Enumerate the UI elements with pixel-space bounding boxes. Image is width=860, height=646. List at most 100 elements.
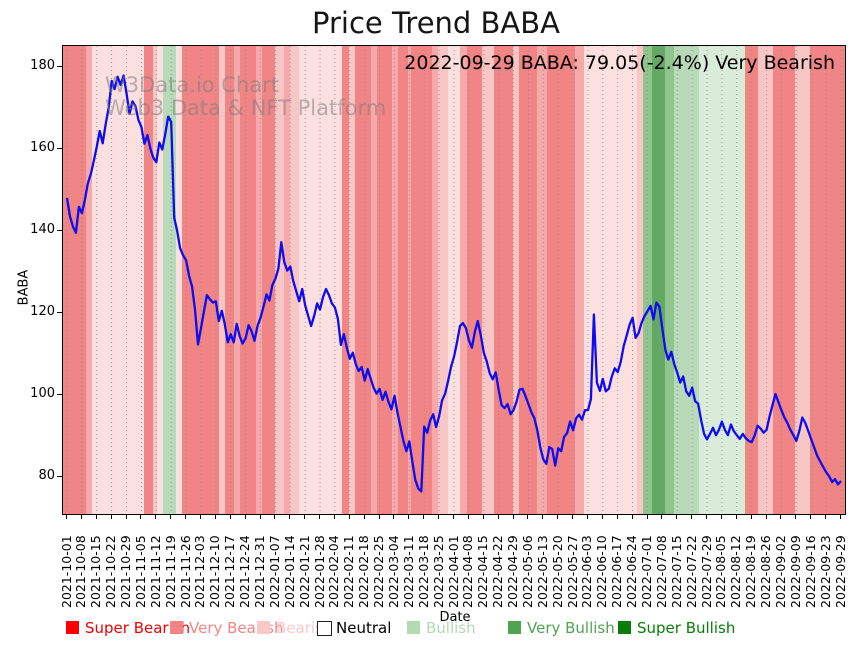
x-tick-label: 2021-12-03 xyxy=(192,535,208,608)
x-tick-mark xyxy=(110,514,112,519)
x-tick-label: 2021-10-22 xyxy=(103,535,119,608)
x-tick-mark xyxy=(378,514,380,519)
x-tick-mark xyxy=(438,514,440,519)
x-tick-label: 2021-12-17 xyxy=(222,535,238,608)
x-tick-label: 2022-07-22 xyxy=(683,535,699,608)
x-tick-label: 2022-04-08 xyxy=(460,535,476,608)
x-tick-label: 2022-03-11 xyxy=(400,535,416,608)
y-tick-label: 160 xyxy=(30,139,55,155)
sentiment-band xyxy=(794,46,811,514)
sentiment-band xyxy=(342,46,350,514)
legend-swatch xyxy=(407,621,420,634)
x-tick-mark xyxy=(676,514,678,519)
x-tick-label: 2022-09-29 xyxy=(832,535,848,608)
x-tick-label: 2022-01-07 xyxy=(266,535,282,608)
sentiment-band xyxy=(240,46,257,514)
x-tick-mark xyxy=(423,514,425,519)
sentiment-band xyxy=(810,46,845,514)
x-tick-mark xyxy=(304,514,306,519)
x-tick-mark xyxy=(720,514,722,519)
x-tick-mark xyxy=(289,514,291,519)
sentiment-band xyxy=(519,46,538,514)
sentiment-band xyxy=(448,46,460,514)
sentiment-legend: Super Bearish Very Bearish Bearish Neutral B… xyxy=(0,618,860,640)
x-tick-mark xyxy=(482,514,484,519)
sentiment-band xyxy=(144,46,154,514)
x-tick-mark xyxy=(66,514,67,519)
x-tick-label: 2022-09-09 xyxy=(787,535,803,608)
x-tick-mark xyxy=(319,514,321,519)
sentiment-band xyxy=(85,46,92,514)
x-tick-mark xyxy=(259,514,261,519)
x-tick-label: 2021-12-31 xyxy=(252,535,267,608)
y-tick-label: 140 xyxy=(30,221,55,237)
x-tick-mark xyxy=(229,514,231,519)
legend-label: Super Bearish xyxy=(85,619,191,637)
x-tick-mark xyxy=(810,514,812,519)
x-tick-label: 2022-03-25 xyxy=(430,535,446,608)
x-tick-label: 2022-02-18 xyxy=(356,535,372,608)
x-tick-label: 2022-04-01 xyxy=(445,535,461,608)
x-tick-mark xyxy=(199,514,201,519)
x-tick-label: 2021-10-08 xyxy=(73,535,89,608)
x-tick-mark xyxy=(646,514,648,519)
sentiment-band xyxy=(438,46,449,514)
y-axis-label: BABA xyxy=(16,269,32,306)
sentiment-band xyxy=(290,46,300,514)
x-tick-mark xyxy=(497,514,499,519)
x-tick-mark xyxy=(735,514,737,519)
x-tick-mark xyxy=(348,514,350,519)
sentiment-band xyxy=(512,46,520,514)
sentiment-band xyxy=(256,46,262,514)
x-tick-label: 2022-07-29 xyxy=(698,535,714,608)
x-tick-label: 2022-07-15 xyxy=(668,535,684,608)
x-tick-label: 2021-10-29 xyxy=(118,535,134,608)
y-tick-label: 120 xyxy=(30,303,55,319)
x-tick-label: 2022-03-04 xyxy=(385,535,401,608)
x-tick-label: 2022-08-19 xyxy=(743,535,759,608)
legend-swatch xyxy=(170,621,183,634)
sentiment-band xyxy=(574,46,585,514)
sentiment-band xyxy=(299,46,343,514)
x-tick-label: 2021-12-10 xyxy=(207,535,223,608)
sentiment-band xyxy=(664,46,675,514)
sentiment-band xyxy=(547,46,575,514)
sentiment-band xyxy=(91,46,145,514)
sentiment-band xyxy=(376,46,393,514)
sentiment-band xyxy=(63,46,86,514)
legend-swatch xyxy=(508,621,521,634)
x-tick-mark xyxy=(512,514,514,519)
plot-area: W3Data.io Chart Web3 Data & NFT Platform… xyxy=(62,45,846,515)
x-tick-label: 2022-01-21 xyxy=(296,535,312,608)
legend-swatch xyxy=(317,621,332,636)
sentiment-band xyxy=(349,46,356,514)
y-tick-label: 180 xyxy=(30,57,55,73)
price-annotation: 2022-09-29 BABA: 79.05(-2.4%) Very Beari… xyxy=(404,52,835,74)
x-tick-label: 2022-06-17 xyxy=(609,535,625,608)
x-tick-label: 2022-01-28 xyxy=(311,535,327,608)
x-tick-mark xyxy=(467,514,469,519)
x-tick-mark xyxy=(586,514,588,519)
sentiment-band xyxy=(459,46,467,514)
x-tick-label: 2022-05-27 xyxy=(564,535,580,608)
x-tick-label: 2022-07-08 xyxy=(653,535,669,608)
y-tick-label: 100 xyxy=(30,385,55,401)
x-tick-label: 2021-11-26 xyxy=(177,535,193,608)
x-tick-label: 2022-05-20 xyxy=(549,535,565,608)
sentiment-band xyxy=(674,46,699,514)
x-tick-mark xyxy=(780,514,782,519)
x-tick-mark xyxy=(453,514,454,519)
y-tick-mark xyxy=(57,229,62,231)
sentiment-band xyxy=(153,46,158,514)
x-tick-label: 2021-10-01 xyxy=(58,535,74,608)
sentiment-band xyxy=(355,46,371,514)
x-tick-label: 2022-03-18 xyxy=(415,535,431,608)
y-tick-mark xyxy=(57,476,62,478)
x-tick-mark xyxy=(214,514,216,519)
legend-label: Super Bullish xyxy=(637,619,736,637)
x-tick-mark xyxy=(274,514,276,519)
x-tick-label: 2022-05-13 xyxy=(534,535,550,608)
x-tick-label: 2022-07-01 xyxy=(639,535,654,608)
x-tick-label: 2022-01-14 xyxy=(281,535,297,608)
x-tick-mark xyxy=(408,514,410,519)
